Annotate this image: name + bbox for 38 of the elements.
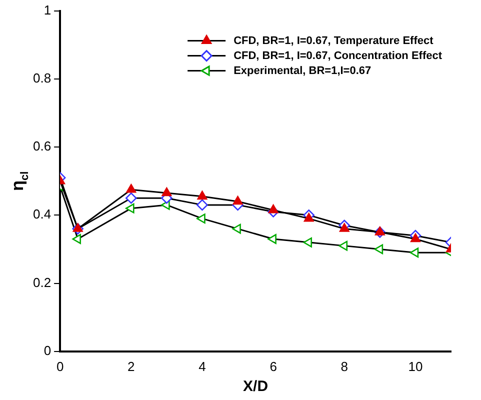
point [374,226,385,236]
point [304,212,314,222]
point [126,192,137,204]
y-tick-label: 0.8 [32,70,52,86]
point [126,203,134,214]
y-tick-label: 0.4 [32,206,52,222]
point [197,190,208,200]
y-axis-title: ηcl [8,171,31,191]
legend-label: CFD, BR=1, I=0.67, Temperature Effect [234,34,434,47]
y-tick-label: 0 [44,342,52,358]
x-axis-title: X/D [243,378,268,396]
y-tick-label: 0.6 [32,138,52,154]
point [410,248,419,258]
y-tick-label: 0.2 [32,274,52,290]
point [268,234,276,244]
point [338,240,348,251]
x-tick-label: 2 [128,358,135,374]
point [196,214,206,224]
x-tick-label: 4 [198,358,206,374]
point [374,244,384,254]
point [162,187,172,196]
point [126,184,136,193]
x-tick-label: 8 [340,358,348,374]
point [232,224,241,234]
x-tick-label: 6 [270,358,277,374]
x-tick-label: 0 [56,358,64,374]
point [232,196,243,205]
legend-label: Experimental, BR=1,I=0.67 [234,64,372,77]
legend-label: CFD, BR=1, I=0.67, Concentration Effect [234,50,442,62]
x-tick-label: 10 [408,358,423,374]
point [72,223,83,232]
point [268,204,278,214]
point [303,237,312,248]
point [72,234,81,244]
y-tick-label: 1 [44,2,52,18]
point [196,199,208,211]
point [410,233,420,242]
point [339,223,350,232]
